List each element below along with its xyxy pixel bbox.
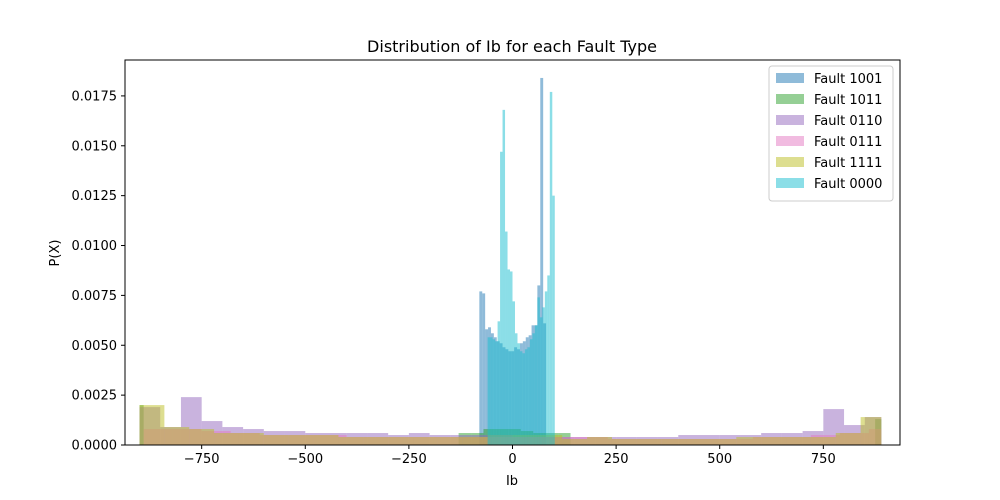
legend-label-fault-1011: Fault 1011	[814, 93, 882, 108]
bar-fault-1111-12	[437, 437, 463, 445]
bar-fault-1111-22	[686, 439, 712, 445]
bar-fault-1111-24	[736, 437, 762, 445]
bar-fault-1111-8	[338, 437, 364, 445]
legend-label-fault-0000: Fault 0000	[814, 177, 882, 192]
bar-fault-1111-19	[611, 439, 637, 445]
y-tick-label: 0.0025	[72, 389, 118, 404]
bar-fault-1001-2	[485, 329, 489, 445]
bar-fault-1111-0	[139, 405, 165, 445]
bar-fault-1111-25	[761, 437, 787, 445]
y-axis-label: P(X)	[48, 240, 63, 267]
legend-swatch-fault-1011	[776, 94, 804, 104]
bar-fault-0000-22	[542, 307, 545, 445]
bars-layer	[139, 77, 882, 446]
bar-fault-1111-7	[313, 435, 339, 445]
bar-fault-0000-10	[512, 301, 515, 445]
x-tick-label: −500	[287, 452, 323, 467]
bar-fault-0000-15	[524, 349, 528, 445]
bar-fault-0000-2	[492, 339, 496, 445]
bar-fault-0000-14	[522, 353, 525, 445]
bar-fault-1001-1	[482, 293, 486, 445]
bar-fault-0000-19	[534, 325, 538, 445]
bar-fault-1111-28	[835, 433, 861, 445]
legend-swatch-fault-1001	[776, 73, 804, 83]
y-tick-label: 0.0050	[72, 339, 118, 354]
bar-fault-0000-18	[532, 333, 535, 445]
x-tick-label: 0	[508, 452, 516, 467]
bar-fault-0000-26	[552, 195, 555, 445]
bar-fault-1111-9	[363, 437, 389, 445]
bar-fault-0000-20	[537, 297, 540, 445]
bar-fault-1111-6	[288, 435, 314, 445]
chart-title: Distribution of Ib for each Fault Type	[367, 37, 657, 56]
bar-fault-0000-7	[505, 231, 508, 445]
bar-fault-1111-21	[661, 439, 687, 445]
y-tick-label: 0.0100	[72, 239, 118, 254]
legend-label-fault-1111: Fault 1111	[814, 156, 882, 171]
y-tick-label: 0.0075	[72, 289, 118, 304]
x-tick-label: 500	[707, 452, 732, 467]
legend-label-fault-0111: Fault 0111	[814, 135, 882, 150]
bar-fault-1111-1	[164, 427, 190, 445]
bar-fault-1111-27	[810, 437, 836, 445]
x-axis-label: Ib	[506, 474, 518, 489]
bar-fault-1111-2	[189, 429, 215, 445]
bar-fault-1111-18	[587, 437, 612, 445]
bar-fault-0000-1	[490, 337, 493, 445]
bar-fault-0000-17	[529, 339, 533, 445]
y-tick-label: 0.0000	[72, 439, 118, 454]
bar-fault-0000-4	[497, 321, 501, 445]
bar-fault-0000-12	[517, 343, 520, 445]
bar-fault-0000-5	[500, 151, 503, 445]
bar-fault-1111-20	[636, 439, 662, 445]
bar-fault-0000-16	[527, 347, 530, 445]
bar-fault-1111-11	[413, 437, 438, 445]
x-tick-label: 250	[604, 452, 629, 467]
bar-fault-1001-21	[540, 77, 544, 445]
bar-fault-1111-3	[214, 433, 239, 445]
bar-fault-0000-24	[547, 275, 550, 445]
x-tick-label: −750	[184, 452, 220, 467]
legend: Fault 1001 Fault 1011 Fault 0110 Fault 0111…	[768, 65, 894, 202]
legend-label-fault-0110: Fault 0110	[814, 114, 882, 129]
bar-fault-0000-13	[519, 351, 523, 445]
y-tick-label: 0.0175	[72, 89, 118, 104]
series-fault-0000	[487, 91, 555, 446]
bar-fault-0000-11	[514, 333, 518, 445]
bar-fault-1111-5	[263, 435, 289, 445]
bar-fault-0000-23	[544, 291, 548, 445]
legend-swatch-fault-0000	[776, 178, 804, 188]
bar-fault-0000-8	[507, 269, 511, 445]
bar-fault-1111-26	[786, 437, 811, 445]
y-tick-label: 0.0150	[72, 139, 118, 154]
x-tick-label: 750	[811, 452, 836, 467]
legend-swatch-fault-0111	[776, 136, 804, 146]
bar-fault-0000-25	[549, 91, 553, 446]
bar-fault-1111-29	[860, 417, 882, 445]
bar-fault-1111-13	[462, 437, 488, 445]
bar-fault-1001-0	[479, 291, 483, 445]
bar-fault-1111-23	[711, 439, 737, 445]
bar-fault-0000-3	[495, 341, 498, 445]
legend-label-fault-1001: Fault 1001	[814, 72, 882, 87]
legend-swatch-fault-1111	[776, 157, 804, 167]
bar-fault-0000-21	[539, 317, 543, 445]
bar-fault-0000-9	[510, 271, 513, 445]
bar-fault-1111-4	[238, 433, 264, 445]
bar-fault-0000-6	[502, 109, 506, 446]
bar-fault-1111-10	[388, 437, 414, 445]
bar-fault-1111-17	[562, 439, 588, 445]
x-tick-label: −250	[391, 452, 427, 467]
legend-swatch-fault-0110	[776, 115, 804, 125]
y-axis-ticks: 0.0000 0.0025 0.0050 0.0075 0.0100 0.0125 0.01…	[72, 89, 125, 454]
bar-fault-0000-0	[487, 337, 491, 445]
y-tick-label: 0.0125	[72, 189, 118, 204]
x-axis-ticks: −750 −500 −250 0 250 500 750	[184, 445, 836, 467]
